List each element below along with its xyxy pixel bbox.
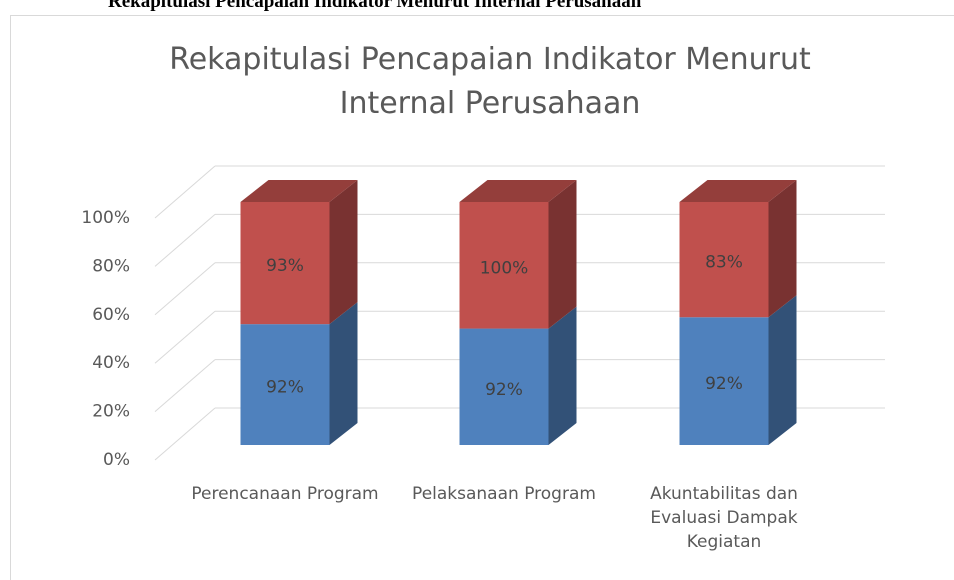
- x-tick-label: Pelaksanaan Program: [412, 484, 596, 504]
- y-tick-label: 80%: [92, 256, 130, 276]
- bar-top: [240, 180, 358, 202]
- y-tick-label: 20%: [92, 402, 130, 422]
- data-label: 92%: [705, 374, 743, 394]
- bar: [679, 202, 769, 318]
- bar-side: [329, 302, 358, 445]
- bar: [679, 317, 769, 445]
- chart-border: [10, 15, 954, 580]
- bar-top: [459, 180, 577, 202]
- grid-line: [154, 407, 216, 461]
- chart-title: Rekapitulasi Pencapaian Indikator Menuru…: [169, 42, 811, 121]
- x-tick-label: Akuntabilitas dan Evaluasi Dampak Kegiatan: [650, 484, 798, 552]
- data-label: 92%: [266, 378, 304, 398]
- grid-line: [154, 214, 216, 267]
- data-label: 93%: [266, 256, 304, 276]
- y-tick-label: 100%: [81, 208, 130, 228]
- grid-line: [154, 262, 216, 316]
- bar-side: [329, 180, 358, 325]
- bar-side: [768, 295, 797, 445]
- bar: [240, 202, 330, 325]
- bar-side: [548, 180, 577, 329]
- data-label: 100%: [480, 258, 529, 278]
- x-tick-label: Perencanaan Program: [191, 484, 378, 504]
- bar-top: [679, 180, 797, 202]
- data-label: 92%: [485, 380, 523, 400]
- bar: [459, 202, 549, 329]
- y-tick-label: 60%: [92, 305, 130, 325]
- grid-line: [154, 310, 216, 364]
- y-tick-label: 40%: [92, 353, 130, 373]
- bar: [240, 324, 330, 445]
- page-heading: Rekapitulasi Pencapaian Indikator Menuru…: [108, 0, 642, 12]
- grid-line: [154, 359, 216, 412]
- y-tick-label: 0%: [103, 450, 130, 470]
- bar-side: [548, 306, 577, 445]
- bar: [459, 328, 549, 445]
- data-label: 83%: [705, 253, 743, 273]
- bar-side: [768, 180, 797, 318]
- grid-line: [154, 165, 216, 219]
